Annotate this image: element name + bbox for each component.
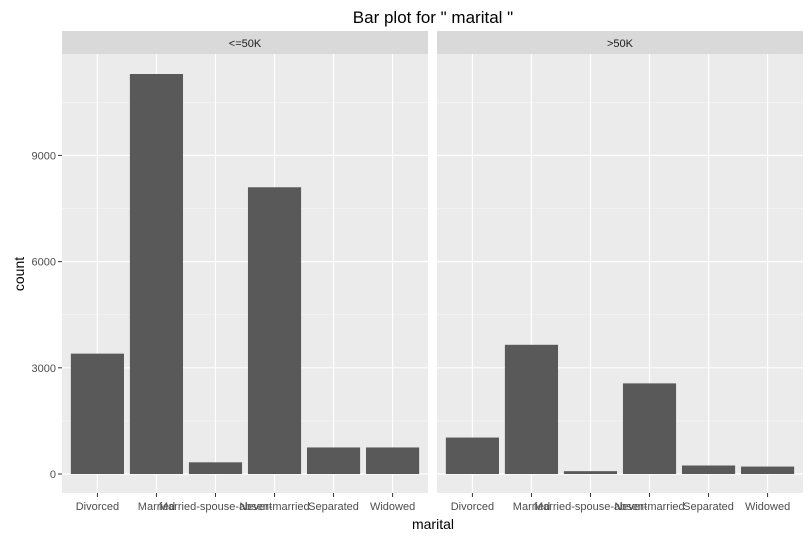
bar — [563, 471, 618, 474]
bar — [247, 187, 302, 474]
facet-strip — [437, 31, 803, 54]
y-tick-label: 3000 — [32, 363, 56, 375]
chart-title: Bar plot for " marital " — [353, 8, 513, 27]
bar — [306, 447, 361, 474]
x-axis-title: marital — [412, 516, 454, 532]
bar — [741, 466, 795, 474]
facet-strip-label: <=50K — [229, 38, 262, 50]
x-tick-label: Never-married — [614, 501, 684, 513]
bar — [366, 447, 420, 474]
x-tick-label: Widowed — [370, 501, 415, 513]
x-tick-label: Divorced — [76, 501, 119, 513]
panel-background — [437, 54, 803, 493]
x-tick-label: Married-spouse-absent — [159, 501, 272, 513]
y-tick-label: 6000 — [32, 257, 56, 269]
bar — [129, 74, 184, 474]
bar — [188, 462, 243, 474]
bar — [504, 344, 559, 474]
x-tick-label: Divorced — [451, 501, 494, 513]
facet-panel: >50K Divorced MarriedMarried-spouse-absent… — [437, 31, 803, 513]
x-tick-label: Separated — [308, 501, 359, 513]
facet-panel: <=50K Divorced MarriedMarried-spouse-absen… — [62, 31, 428, 513]
y-axis-title: count — [11, 257, 27, 291]
bar — [622, 383, 677, 474]
bar — [445, 437, 499, 474]
y-tick-label: 0 — [50, 469, 56, 481]
x-tick-label: Widowed — [745, 501, 790, 513]
facet-strip — [62, 31, 428, 54]
x-tick-label: Married — [513, 501, 550, 513]
bar — [70, 353, 124, 474]
facet-strip-label: >50K — [607, 38, 634, 50]
bar — [681, 465, 736, 474]
x-tick-label: Married-spouse-absent — [534, 501, 647, 513]
y-axis: 0 3000 6000 9000 — [32, 150, 62, 481]
x-tick-label: Separated — [683, 501, 734, 513]
y-tick-label: 9000 — [32, 150, 56, 162]
x-tick-label: Never-married — [239, 501, 309, 513]
x-tick-label: Married — [138, 501, 175, 513]
